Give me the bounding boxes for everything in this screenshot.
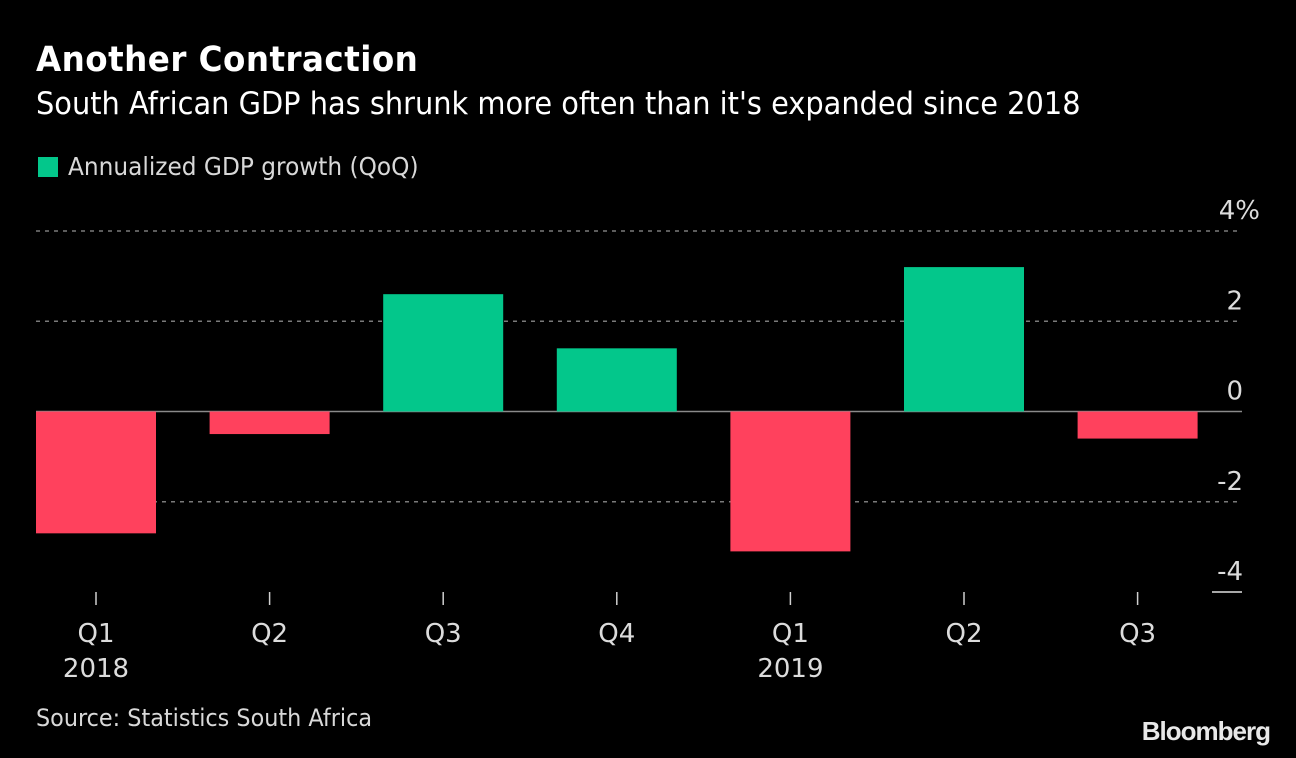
bar-q1-2018: [36, 411, 156, 534]
bar-q3-2019: [1077, 411, 1198, 439]
x-tick-label: Q3: [425, 619, 462, 649]
bar-q2-2018: [209, 411, 330, 435]
legend: Annualized GDP growth (QoQ): [38, 152, 445, 181]
legend-label: Annualized GDP growth (QoQ): [68, 152, 419, 181]
bar-q2-2019: [904, 267, 1024, 412]
bar-q1-2019: [730, 411, 851, 552]
y-tick-label: 0: [1226, 377, 1243, 407]
x-tick-label: Q2: [945, 619, 982, 649]
legend-swatch: [38, 156, 58, 177]
y-tick-label: -4: [1217, 557, 1243, 587]
y-tick-label: 4%: [1219, 196, 1260, 226]
x-tick-label: Q3: [1119, 619, 1156, 649]
x-tick-label: Q1: [772, 619, 809, 649]
bar-q3-2018: [383, 294, 504, 412]
x-tick-label: Q1: [77, 619, 114, 649]
chart-subtitle: South African GDP has shrunk more often …: [36, 86, 1081, 122]
x-tick-label: Q4: [598, 619, 635, 649]
bar-q4-2018: [556, 348, 677, 412]
chart-title: Another Contraction: [36, 40, 419, 80]
y-tick-label: 2: [1226, 286, 1243, 316]
x-year-label: 2018: [63, 654, 129, 684]
x-year-label: 2019: [757, 654, 823, 684]
x-tick-label: Q2: [251, 619, 288, 649]
bloomberg-logo: Bloomberg: [1141, 716, 1271, 746]
y-tick-label: -2: [1217, 467, 1243, 497]
source-note: Source: Statistics South Africa: [36, 704, 373, 732]
